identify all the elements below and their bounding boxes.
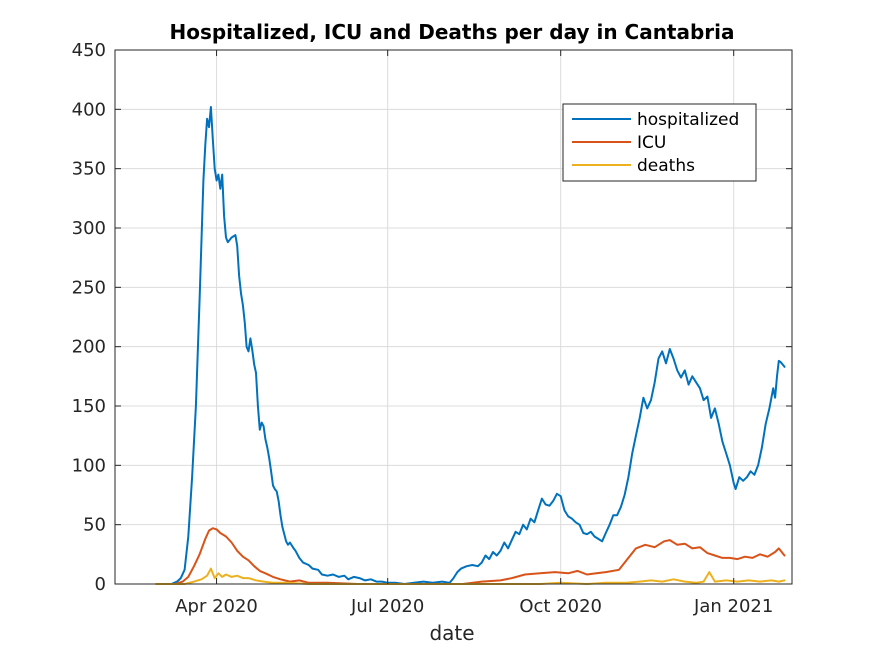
x-axis-label: date (429, 621, 474, 645)
y-tick-label: 50 (83, 515, 106, 536)
series-layer (155, 106, 786, 585)
x-tick-label: Apr 2020 (175, 596, 258, 617)
x-tick-label: Jul 2020 (350, 596, 424, 617)
x-tick-label: Oct 2020 (519, 596, 602, 617)
y-tick-label: 0 (95, 574, 106, 595)
series-line-deaths (155, 567, 786, 585)
legend-label: hospitalized (637, 110, 739, 130)
tick-layer: 0 50 100 150 200 250 300 350 400 450 Apr 2020 Jul 2… (72, 40, 792, 617)
y-tick-label: 100 (72, 455, 106, 476)
y-tick-label: 350 (72, 159, 106, 180)
series-line-icu (155, 527, 786, 585)
y-tick-label: 450 (72, 40, 106, 61)
legend: hospitalized ICU deaths (562, 103, 757, 182)
y-tick-label: 200 (72, 337, 106, 358)
y-tick-label: 250 (72, 277, 106, 298)
y-tick-label: 300 (72, 218, 106, 239)
plot-frame (114, 49, 793, 585)
y-tick-label: 400 (72, 99, 106, 120)
chart-title: Hospitalized, ICU and Deaths per day in … (169, 20, 734, 44)
x-tick-label: Jan 2021 (693, 596, 773, 617)
legend-label: deaths (637, 156, 695, 176)
series-line-hospitalized (155, 106, 786, 585)
legend-label: ICU (637, 133, 666, 153)
y-tick-label: 150 (72, 396, 106, 417)
